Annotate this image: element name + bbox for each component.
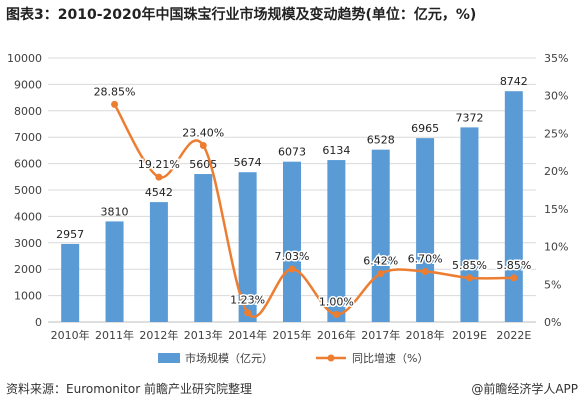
bar <box>371 149 390 322</box>
bar-value-label: 5674 <box>234 156 262 169</box>
y-right-tick-label: 0% <box>544 316 561 329</box>
growth-point <box>244 309 252 317</box>
y-right-tick-label: 30% <box>544 90 568 103</box>
bar-value-label: 6965 <box>411 122 439 135</box>
growth-point <box>155 173 163 181</box>
growth-point <box>199 141 207 149</box>
y-right-tick-label: 25% <box>544 127 568 140</box>
bar <box>105 221 124 322</box>
y-left-tick-label: 1000 <box>14 290 42 303</box>
y-right-tick-label: 10% <box>544 241 568 254</box>
growth-value-label: 5.85% <box>452 259 487 272</box>
bar <box>460 127 479 322</box>
growth-value-label: 7.03% <box>275 250 310 263</box>
legend-bar-label: 市场规模（亿元） <box>185 351 273 365</box>
brand-credit: @前瞻经济学人APP <box>471 382 578 396</box>
bar-value-label: 3810 <box>101 205 129 218</box>
growth-value-label: 6.70% <box>408 252 443 265</box>
y-left-tick-label: 7000 <box>14 131 42 144</box>
x-tick-label: 2012年 <box>139 328 178 342</box>
x-tick-label: 2019E <box>452 329 487 342</box>
bar-value-label: 6134 <box>322 144 350 157</box>
bar <box>149 202 168 322</box>
x-tick-label: 2022E <box>496 329 531 342</box>
y-right-tick-label: 20% <box>544 165 568 178</box>
x-tick-label: 2010年 <box>51 328 90 342</box>
x-tick-label: 2015年 <box>273 328 312 342</box>
y-left-tick-label: 3000 <box>14 237 42 250</box>
bar-value-label: 6528 <box>367 134 395 147</box>
x-tick-label: 2018年 <box>406 328 445 342</box>
bar-value-label: 7372 <box>455 111 483 124</box>
bar-value-label: 2957 <box>56 228 84 241</box>
bar <box>61 243 80 322</box>
y-left-tick-label: 8000 <box>14 105 42 118</box>
growth-point <box>377 270 385 278</box>
bar-value-label: 8742 <box>500 75 528 88</box>
x-tick-label: 2013年 <box>184 328 223 342</box>
y-left-tick-label: 2000 <box>14 263 42 276</box>
bar <box>194 174 213 322</box>
source-note: 资料来源：Euromonitor 前瞻产业研究院整理 <box>6 382 252 396</box>
growth-point <box>510 274 518 282</box>
bar <box>238 172 257 322</box>
legend-line-label: 同比增速（%） <box>352 351 428 365</box>
growth-value-label: 28.85% <box>94 85 136 98</box>
bar-value-label: 6073 <box>278 146 306 159</box>
growth-point <box>111 100 119 108</box>
y-left-tick-label: 10000 <box>7 52 42 65</box>
x-tick-label: 2011年 <box>95 328 134 342</box>
y-left-tick-label: 5000 <box>14 184 42 197</box>
x-tick-label: 2014年 <box>228 328 267 342</box>
growth-value-label: 6.42% <box>363 255 398 268</box>
growth-value-label: 5.85% <box>496 259 531 272</box>
y-right-tick-label: 15% <box>544 203 568 216</box>
growth-point <box>465 274 473 282</box>
y-right-tick-label: 5% <box>544 278 561 291</box>
growth-point <box>421 267 429 275</box>
x-tick-label: 2017年 <box>361 328 400 342</box>
legend-bar-swatch <box>158 353 180 363</box>
growth-value-label: 1.00% <box>319 295 354 308</box>
bar <box>283 161 301 322</box>
growth-point <box>332 310 340 318</box>
growth-value-label: 1.23% <box>230 294 265 307</box>
growth-point <box>288 265 296 273</box>
y-left-tick-label: 0 <box>35 316 42 329</box>
y-right-tick-label: 35% <box>544 52 568 65</box>
bar <box>327 160 346 322</box>
bar-value-label: 4542 <box>145 186 173 199</box>
legend-line-marker <box>327 354 335 362</box>
chart-title: 图表3：2010-2020年中国珠宝行业市场规模及变动趋势(单位：亿元，%) <box>6 7 477 23</box>
bar <box>504 91 523 322</box>
bar <box>416 138 435 322</box>
growth-value-label: 19.21% <box>138 158 180 171</box>
y-left-tick-label: 9000 <box>14 78 42 91</box>
y-left-tick-label: 4000 <box>14 210 42 223</box>
x-tick-label: 2016年 <box>317 328 356 342</box>
growth-value-label: 23.40% <box>182 126 224 139</box>
y-left-tick-label: 6000 <box>14 158 42 171</box>
growth-line <box>113 103 514 318</box>
